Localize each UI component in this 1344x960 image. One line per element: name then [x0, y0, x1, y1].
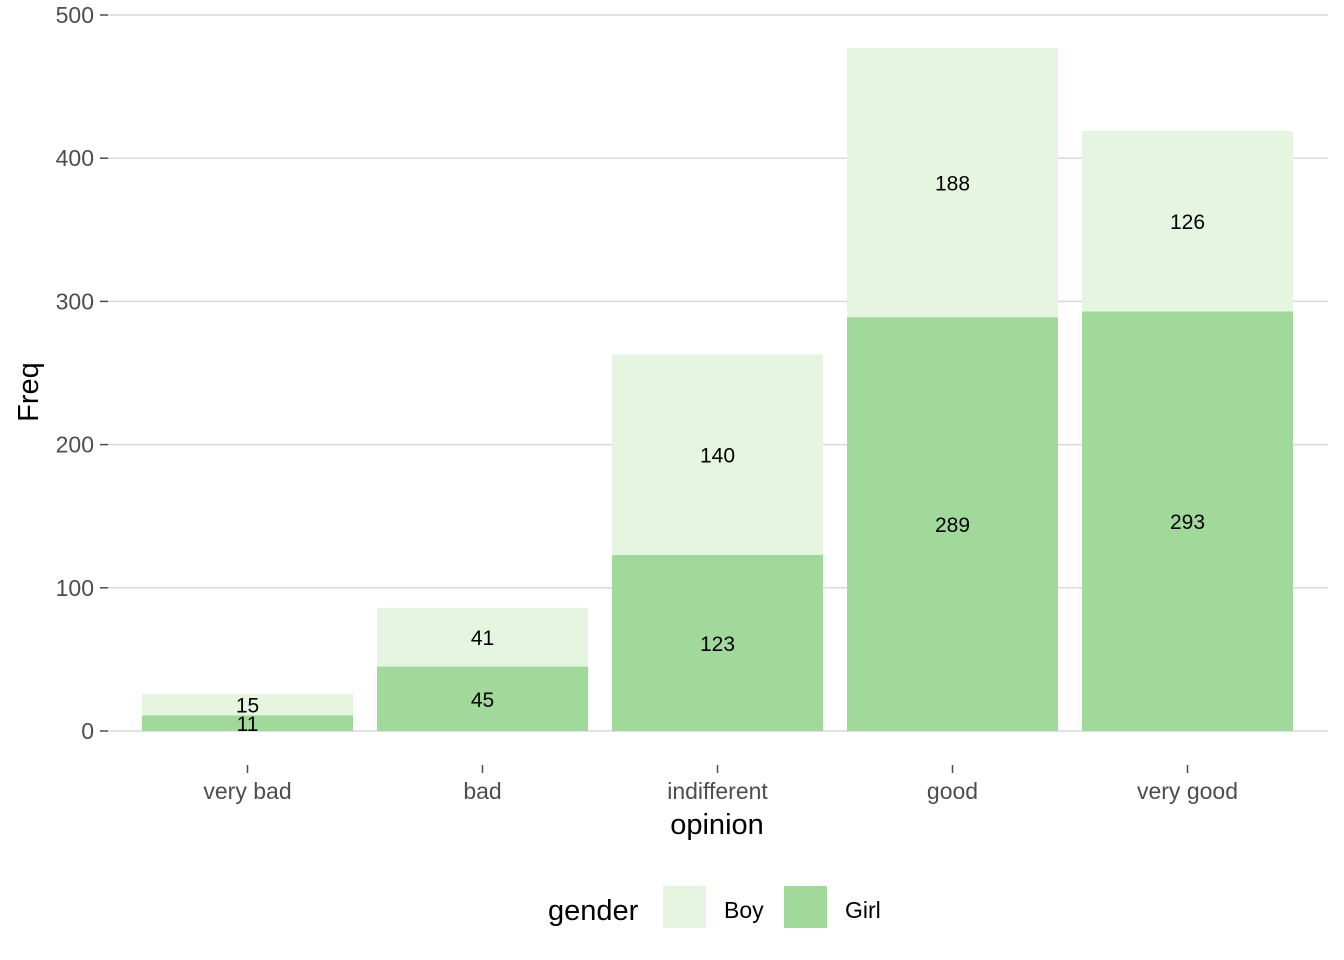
x-tick-label-bad: bad	[463, 778, 501, 804]
bar-bad-girl	[377, 666, 588, 731]
y-tick-label-300: 300	[56, 288, 94, 314]
legend-label-boy: Boy	[724, 897, 764, 923]
axes: 0 100 200 300 400 500 very bad bad indifferent go…	[56, 2, 1238, 804]
legend: gender Boy Girl	[548, 886, 881, 928]
x-tick-label-very-bad: very bad	[203, 778, 291, 804]
bar-label-good-boy: 188	[935, 173, 970, 196]
y-tick-label-0: 0	[81, 718, 94, 744]
bar-label-bad-boy: 41	[471, 627, 494, 650]
y-tick-label-100: 100	[56, 575, 94, 601]
y-tick-label-400: 400	[56, 145, 94, 171]
x-axis-title: opinion	[670, 809, 764, 841]
legend-swatch-boy	[663, 886, 706, 928]
bar-bad-boy	[377, 607, 588, 667]
bar-indifferent-boy	[612, 354, 823, 555]
x-tick-label-very-good: very good	[1137, 778, 1238, 804]
bar-label-very-bad-girl: 11	[237, 713, 259, 736]
bar-very-bad-girl	[142, 715, 353, 731]
legend-title: gender	[548, 895, 639, 927]
bars	[142, 47, 1293, 731]
x-tick-label-indifferent: indifferent	[667, 778, 768, 804]
y-tick-label-200: 200	[56, 432, 94, 458]
y-axis-title: Freq	[13, 362, 45, 422]
bar-label-very-good-girl: 293	[1170, 511, 1205, 534]
bar-good-girl	[847, 317, 1058, 731]
bar-label-very-bad-boy: 15	[236, 695, 259, 718]
bar-very-good-boy	[1082, 130, 1293, 312]
bar-indifferent-girl	[612, 554, 823, 731]
bar-very-bad-boy	[142, 693, 353, 716]
bar-label-good-girl: 289	[935, 514, 970, 537]
bar-very-good-girl	[1082, 311, 1293, 731]
y-tick-label-500: 500	[56, 2, 94, 28]
bar-label-indifferent-boy: 140	[700, 445, 735, 468]
legend-label-girl: Girl	[845, 897, 881, 923]
legend-swatch-girl	[784, 886, 827, 928]
bar-label-indifferent-girl: 123	[700, 633, 735, 656]
bar-label-bad-girl: 45	[471, 689, 494, 712]
bar-good-boy	[847, 47, 1058, 318]
bar-label-very-good-boy: 126	[1170, 211, 1205, 234]
x-tick-label-good: good	[927, 778, 978, 804]
